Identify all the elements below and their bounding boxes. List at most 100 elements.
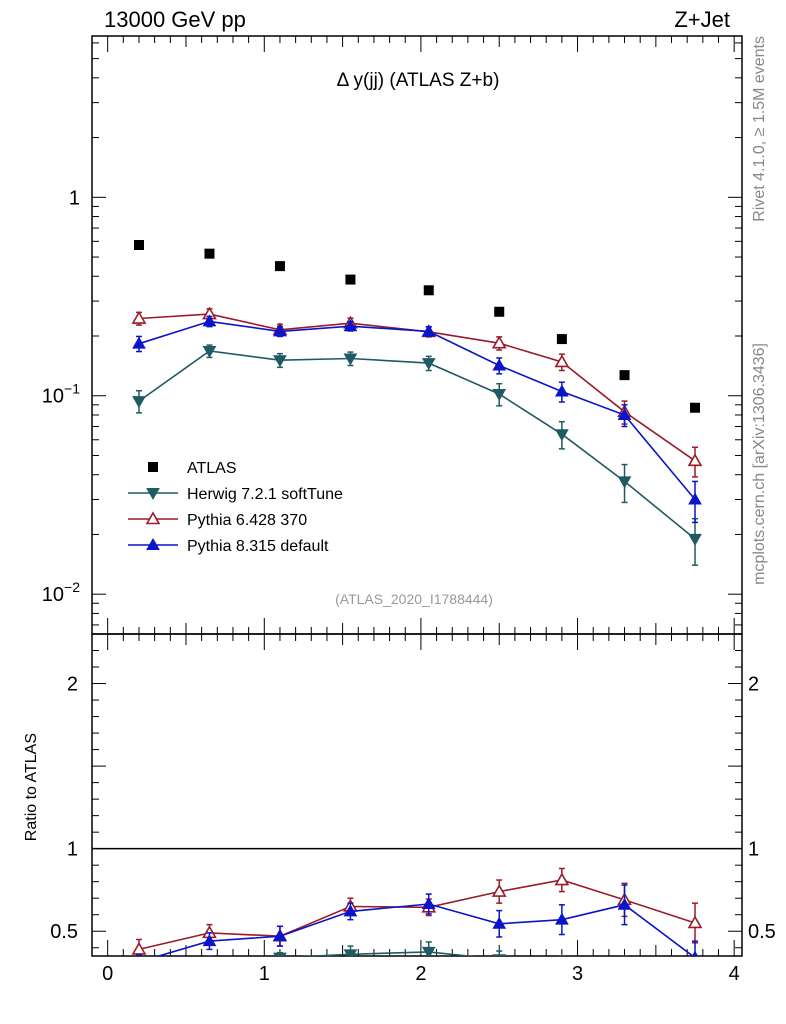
series-line [138, 350, 696, 540]
data-point [274, 261, 285, 272]
data-point [492, 358, 507, 371]
data-point [202, 346, 217, 359]
data-point [619, 961, 631, 972]
data-point [202, 955, 217, 956]
data-point [617, 476, 632, 489]
data-point [138, 954, 140, 956]
data-point [132, 396, 146, 409]
ratio-series-pythia-6-428-370 [131, 867, 703, 956]
data-point [423, 285, 434, 296]
main-y-tick-label: 1 [69, 187, 80, 209]
ratio-y-tick-label-left: 1 [67, 839, 78, 861]
x-axis-tick-labels: 0 1 2 3 4 [102, 963, 740, 985]
side-label-bottom: mcplots.cern.ch [arXiv:1306.3436] [751, 343, 768, 585]
data-point [690, 402, 701, 413]
data-point [491, 883, 507, 897]
data-point [273, 324, 287, 337]
data-point [343, 949, 358, 956]
data-point [494, 306, 505, 317]
data-point [492, 916, 507, 929]
data-point [273, 952, 287, 956]
legend-label: ATLAS [187, 460, 237, 477]
data-point [343, 904, 358, 917]
ratio-y-tick-labels: 0.5 0.5 1 1 2 2 [50, 674, 776, 944]
data-point [492, 389, 507, 402]
chart-title: Δ y(jj) (ATLAS Z+b) [337, 70, 500, 91]
data-point [132, 336, 146, 349]
data-point [554, 872, 570, 886]
legend-marker [146, 488, 160, 501]
series-line [138, 879, 696, 951]
data-point [204, 248, 215, 259]
data-point [687, 915, 703, 929]
data-point [421, 324, 436, 337]
data-point [688, 492, 702, 505]
x-tick-label: 1 [259, 963, 270, 985]
legend-label: Herwig 7.2.1 softTune [187, 486, 343, 503]
data-point [133, 983, 145, 994]
ratio-series-herwig-7-2-1-softtune [133, 941, 701, 994]
main-series-layer [131, 240, 703, 566]
ratio-series-layer [131, 867, 703, 994]
x-tick-label: 3 [572, 963, 583, 985]
ratio-y-tick-label-right: 2 [748, 674, 759, 696]
ratio-series-pythia-8-315-default [135, 884, 699, 956]
legend-item-herwig-7-2-1-softtune: Herwig 7.2.1 softTune [128, 486, 343, 503]
data-point [421, 358, 436, 371]
ratio-y-tick-label-right: 1 [748, 839, 759, 861]
data-point [691, 950, 699, 956]
data-point [273, 355, 287, 368]
ratio-y-tick-label-right: 0.5 [748, 921, 776, 943]
x-axis-ticks [107, 36, 735, 956]
ratio-y-tick-label-left: 2 [67, 674, 78, 696]
series-line [138, 313, 696, 462]
main-series-atlas [133, 240, 701, 413]
data-point [202, 314, 217, 327]
data-point [133, 240, 144, 251]
legend-item-pythia-8-315-default: Pythia 8.315 default [128, 537, 329, 555]
data-point [619, 370, 630, 381]
legend-label: Pythia 6.428 370 [187, 512, 307, 529]
data-point [689, 973, 701, 984]
legend-item-atlas: ATLAS [148, 460, 237, 477]
data-point [421, 896, 436, 909]
data-point [421, 946, 436, 956]
ratio-panel-frame [91, 633, 743, 957]
data-point [617, 897, 632, 910]
legend-marker [145, 511, 161, 525]
legend-label: Pythia 8.315 default [187, 538, 329, 555]
x-tick-label: 4 [729, 963, 740, 985]
main-series-pythia-8-315-default [132, 314, 702, 524]
x-tick-label: 0 [102, 963, 113, 985]
data-point [617, 407, 632, 420]
header-right: Z+Jet [674, 7, 730, 32]
data-point [273, 929, 287, 942]
legend-item-pythia-6-428-370: Pythia 6.428 370 [128, 511, 307, 529]
data-point [131, 941, 147, 955]
data-point [343, 319, 358, 332]
data-point [491, 335, 507, 349]
data-point [554, 354, 570, 368]
legend-marker [148, 462, 158, 472]
data-point [555, 912, 569, 925]
main-series-pythia-6-428-370 [131, 306, 703, 478]
main-y-tick-label: 10−2 [42, 579, 80, 606]
header-left: 13000 GeV pp [104, 7, 246, 32]
x-tick-label: 2 [415, 963, 426, 985]
main-series-herwig-7-2-1-softtune [132, 344, 702, 566]
main-y-ticks [92, 42, 742, 626]
legend: ATLAS Herwig 7.2.1 softTune Pythia 6.428 3… [128, 460, 343, 555]
analysis-id: (ATLAS_2020_I1788444) [335, 591, 493, 607]
data-point [556, 334, 567, 345]
ratio-y-axis-label: Ratio to ATLAS [23, 733, 40, 841]
main-y-tick-labels: 1 10−1 10−2 [42, 187, 80, 606]
data-point [687, 453, 703, 467]
data-point [131, 310, 147, 324]
data-point [343, 353, 358, 366]
data-point [688, 533, 702, 546]
data-point [202, 934, 217, 947]
data-point [345, 274, 356, 285]
ratio-y-ticks [92, 633, 742, 949]
data-point [555, 384, 569, 397]
